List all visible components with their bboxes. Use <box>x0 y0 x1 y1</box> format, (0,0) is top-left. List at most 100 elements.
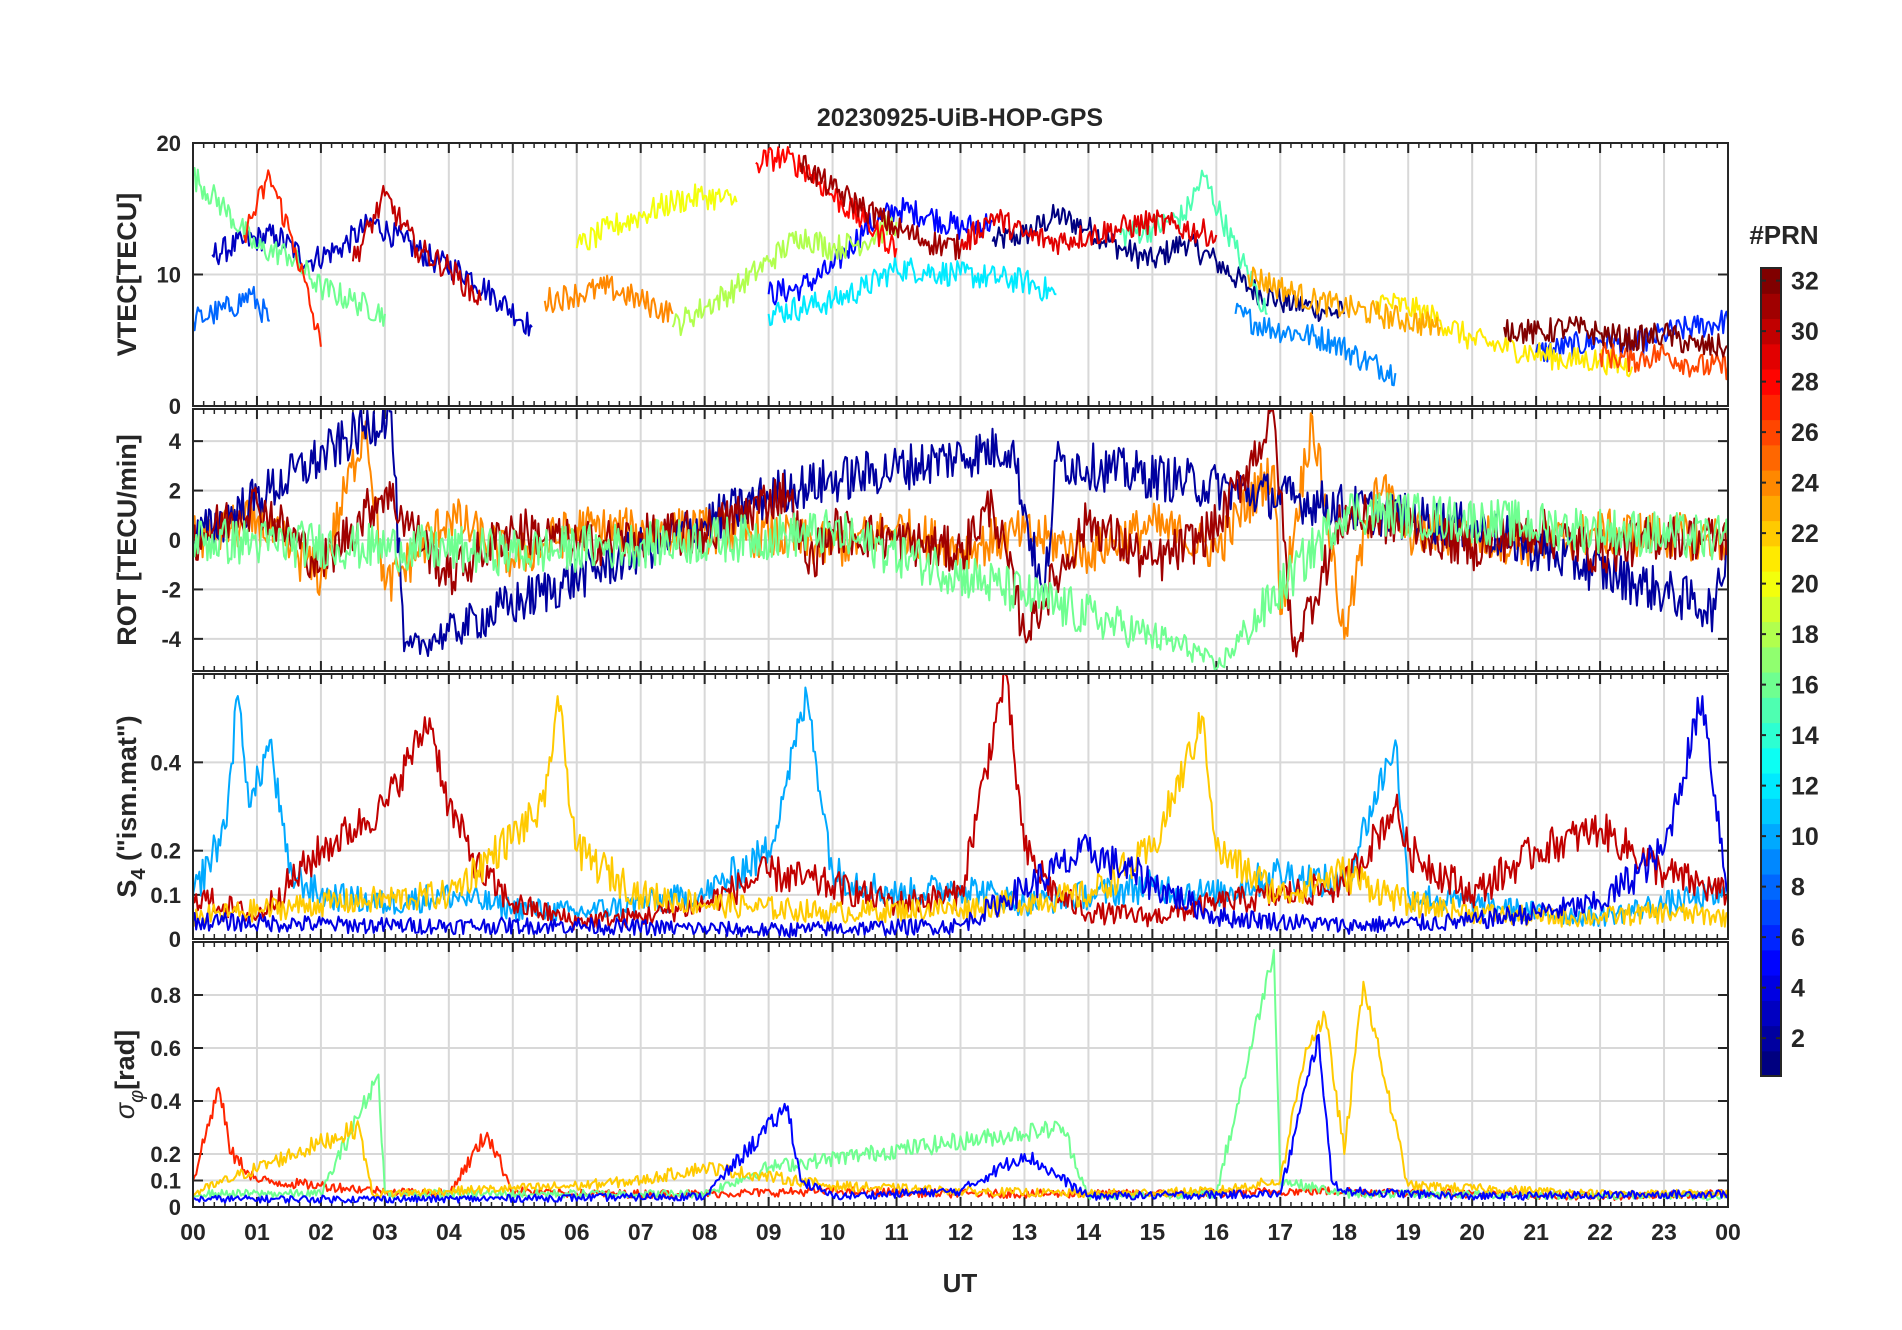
colorbar-swatch-prn-11 <box>1761 798 1781 825</box>
colorbar-swatch-prn-7 <box>1761 899 1781 926</box>
colorbar-swatch-prn-10 <box>1761 823 1781 850</box>
sigma_phi-axes-frame <box>192 941 1729 1208</box>
colorbar-swatch-prn-27 <box>1761 394 1781 421</box>
sigma_phi-y-tick-label: 0.8 <box>150 983 181 1008</box>
x-tick-label: 12 <box>948 1219 974 1245</box>
vtec-y-tick-label: 20 <box>157 131 181 156</box>
vtec-series-prn-12 <box>767 256 1057 327</box>
vtec-axes-frame <box>192 142 1729 407</box>
colorbar-tick-label: 32 <box>1791 268 1819 296</box>
rot-y-tick-label: 0 <box>169 528 181 553</box>
rot-y-tick-label: 4 <box>169 429 182 454</box>
vtec-series-prn-26 <box>1599 341 1728 381</box>
colorbar-tick-label: 8 <box>1791 874 1805 902</box>
x-tick-label: 02 <box>308 1219 334 1245</box>
colorbar-swatch-prn-22 <box>1761 520 1781 547</box>
sigma_phi-y-axis-label: σφ[rad] <box>110 1030 148 1119</box>
colorbar-swatch-prn-17 <box>1761 646 1781 673</box>
x-tick-label: 03 <box>372 1219 398 1245</box>
vtec-series-prn-29 <box>959 208 1218 256</box>
x-tick-label: 00 <box>180 1219 206 1245</box>
vtec-series-prn-18 <box>671 215 898 337</box>
colorbar-swatch-prn-18 <box>1761 621 1781 648</box>
x-tick-label: 09 <box>756 1219 782 1245</box>
vtec-panel: 0 10 20 VTEC[TECU] <box>112 131 1729 419</box>
vtec-y-axis-label: VTEC[TECU] <box>112 193 142 357</box>
s4-axes-frame <box>192 673 1729 940</box>
colorbar-swatch-prn-4 <box>1761 975 1781 1001</box>
rot-y-tick-label: 2 <box>169 479 181 504</box>
s4-series-prn-22 <box>193 695 1728 928</box>
s4-panel: 0 0.1 0.2 0.4S4 ("ism.mat") <box>112 673 1729 952</box>
colorbar-tick-label: 24 <box>1791 470 1819 498</box>
colorbar-swatch-prn-9 <box>1761 848 1781 875</box>
vtec-series-group <box>193 146 1728 387</box>
vtec-series-prn-32 <box>1503 315 1728 358</box>
colorbar-label: #PRN <box>1749 220 1818 250</box>
colorbar-swatch-prn-19 <box>1761 596 1781 623</box>
x-tick-label: 01 <box>244 1219 270 1245</box>
vtec-series-prn-16 <box>193 167 386 327</box>
x-tick-label: 16 <box>1204 1219 1230 1245</box>
x-tick-label: 00 <box>1715 1219 1741 1245</box>
colorbar-swatch-prn-6 <box>1761 924 1781 951</box>
colorbar-tick-label: 28 <box>1791 369 1819 397</box>
x-axis-label: UT <box>943 1268 978 1298</box>
sigma_phi-y-tick-label: 0.2 <box>150 1142 181 1167</box>
x-tick-label: 07 <box>628 1219 654 1245</box>
colorbar-swatch-prn-15 <box>1761 697 1781 724</box>
s4-series-prn-4 <box>193 695 1728 938</box>
colorbar-swatch-prn-26 <box>1761 419 1781 446</box>
x-tick-label: 22 <box>1587 1219 1613 1245</box>
colorbar-tick-label: 16 <box>1791 672 1819 700</box>
vtec-series-prn-23 <box>1247 266 1442 337</box>
x-tick-label: 19 <box>1395 1219 1421 1245</box>
sigma_phi-y-tick-label: 0 <box>169 1195 181 1220</box>
colorbar-swatch-prn-13 <box>1761 747 1781 774</box>
colorbar-swatch-prn-20 <box>1761 571 1781 597</box>
rot-series-prn-16 <box>193 492 1728 671</box>
vtec-series-prn-6 <box>1535 309 1728 363</box>
vtec-y-tick-label: 10 <box>157 263 181 288</box>
x-tick-label: 13 <box>1012 1219 1038 1245</box>
rot-series-group <box>193 409 1728 671</box>
colorbar-swatch-prn-3 <box>1761 1000 1781 1027</box>
s4-series-prn-30 <box>193 674 1728 931</box>
x-tick-label: 17 <box>1267 1219 1293 1245</box>
s4-y-tick-label: 0.4 <box>150 750 181 775</box>
vtec-series-prn-8 <box>193 285 270 332</box>
s4-series-group <box>193 674 1728 938</box>
colorbar-tick-label: 26 <box>1791 419 1819 447</box>
colorbar-swatch-prn-24 <box>1761 470 1781 496</box>
colorbar-swatch-prn-32 <box>1761 268 1781 294</box>
s4-y-tick-label: 0 <box>169 927 181 952</box>
colorbar-tick-label: 18 <box>1791 621 1819 649</box>
rot-panel: -4 -2 0 2 4 ROT [TECU/min] <box>112 408 1729 672</box>
x-tick-label: 14 <box>1076 1219 1102 1245</box>
rot-y-axis-label: ROT [TECU/min] <box>112 434 142 645</box>
colorbar-swatch-prn-29 <box>1761 343 1781 370</box>
colorbar-swatch-prn-28 <box>1761 369 1781 395</box>
vtec-series-prn-30 <box>351 184 482 306</box>
colorbar-swatch-prn-14 <box>1761 722 1781 749</box>
colorbar-swatch-prn-16 <box>1761 672 1781 698</box>
s4-y-axis-label: S4 ("ism.mat") <box>112 715 150 897</box>
figure-title: 20230925-UiB-HOP-GPS <box>817 104 1103 132</box>
x-tick-label: 21 <box>1523 1219 1549 1245</box>
x-tick-label: 15 <box>1140 1219 1166 1245</box>
x-tick-label: 05 <box>500 1219 526 1245</box>
x-tick-label: 11 <box>884 1219 909 1245</box>
vtec-series-prn-20 <box>575 183 738 251</box>
sigma_phi-y-tick-label: 0.6 <box>150 1036 181 1061</box>
colorbar-swatch-prn-31 <box>1761 293 1781 320</box>
colorbar-swatch-prn-25 <box>1761 444 1781 471</box>
colorbar-tick-label: 2 <box>1791 1025 1805 1053</box>
x-tick-label: 04 <box>436 1219 462 1245</box>
x-tick-label: 08 <box>692 1219 718 1245</box>
x-tick-labels: 00 01 02 03 04 05 06 07 08 09 10 11 12 13 14 15 16 17 18 19… <box>180 1219 1741 1245</box>
colorbar-swatch-prn-12 <box>1761 773 1781 799</box>
vtec-series-prn-27 <box>243 169 322 347</box>
colorbar-tick-label: 6 <box>1791 924 1805 952</box>
